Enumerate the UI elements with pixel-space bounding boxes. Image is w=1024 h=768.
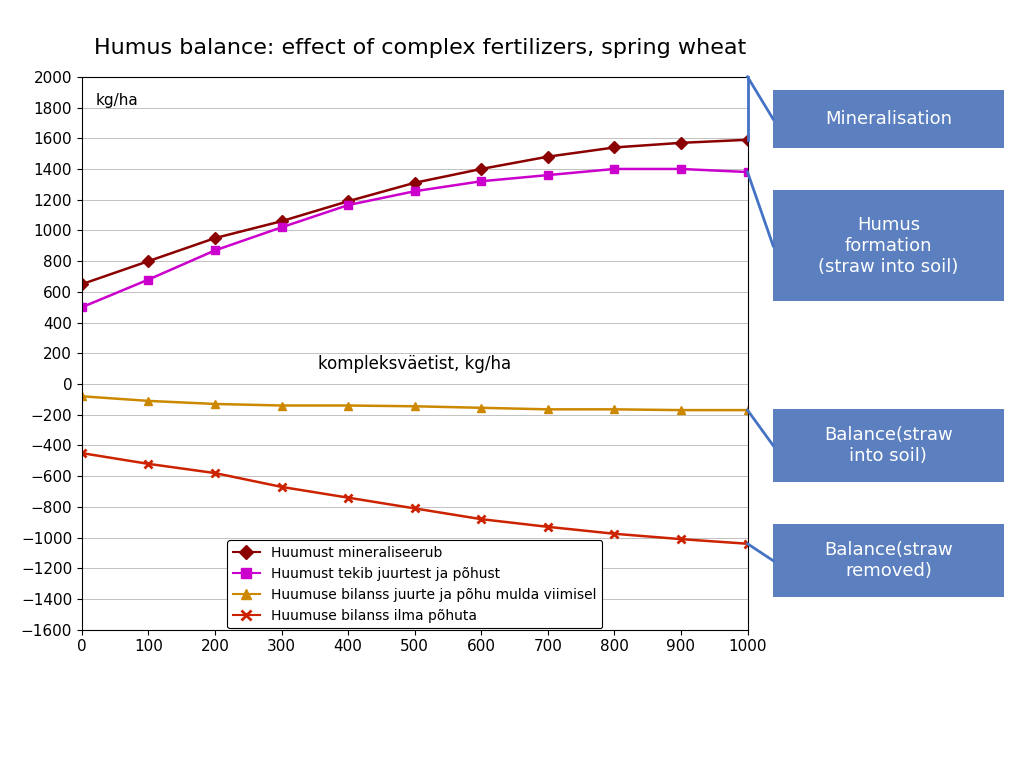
Text: kg/ha: kg/ha (95, 94, 138, 108)
Text: Mineralisation: Mineralisation (824, 110, 952, 128)
Text: Humus
formation
(straw into soil): Humus formation (straw into soil) (818, 216, 958, 276)
Text: kompleksväetist, kg/ha: kompleksväetist, kg/ha (318, 356, 511, 373)
Text: Humus balance: effect of complex fertilizers, spring wheat: Humus balance: effect of complex fertili… (94, 38, 745, 58)
Text: Balance(straw
into soil): Balance(straw into soil) (824, 426, 952, 465)
Text: Balance(straw
removed): Balance(straw removed) (824, 541, 952, 580)
Legend: Huumust mineraliseerub, Huumust tekib juurtest ja põhust, Huumuse bilanss juurte: Huumust mineraliseerub, Huumust tekib ju… (227, 541, 602, 628)
